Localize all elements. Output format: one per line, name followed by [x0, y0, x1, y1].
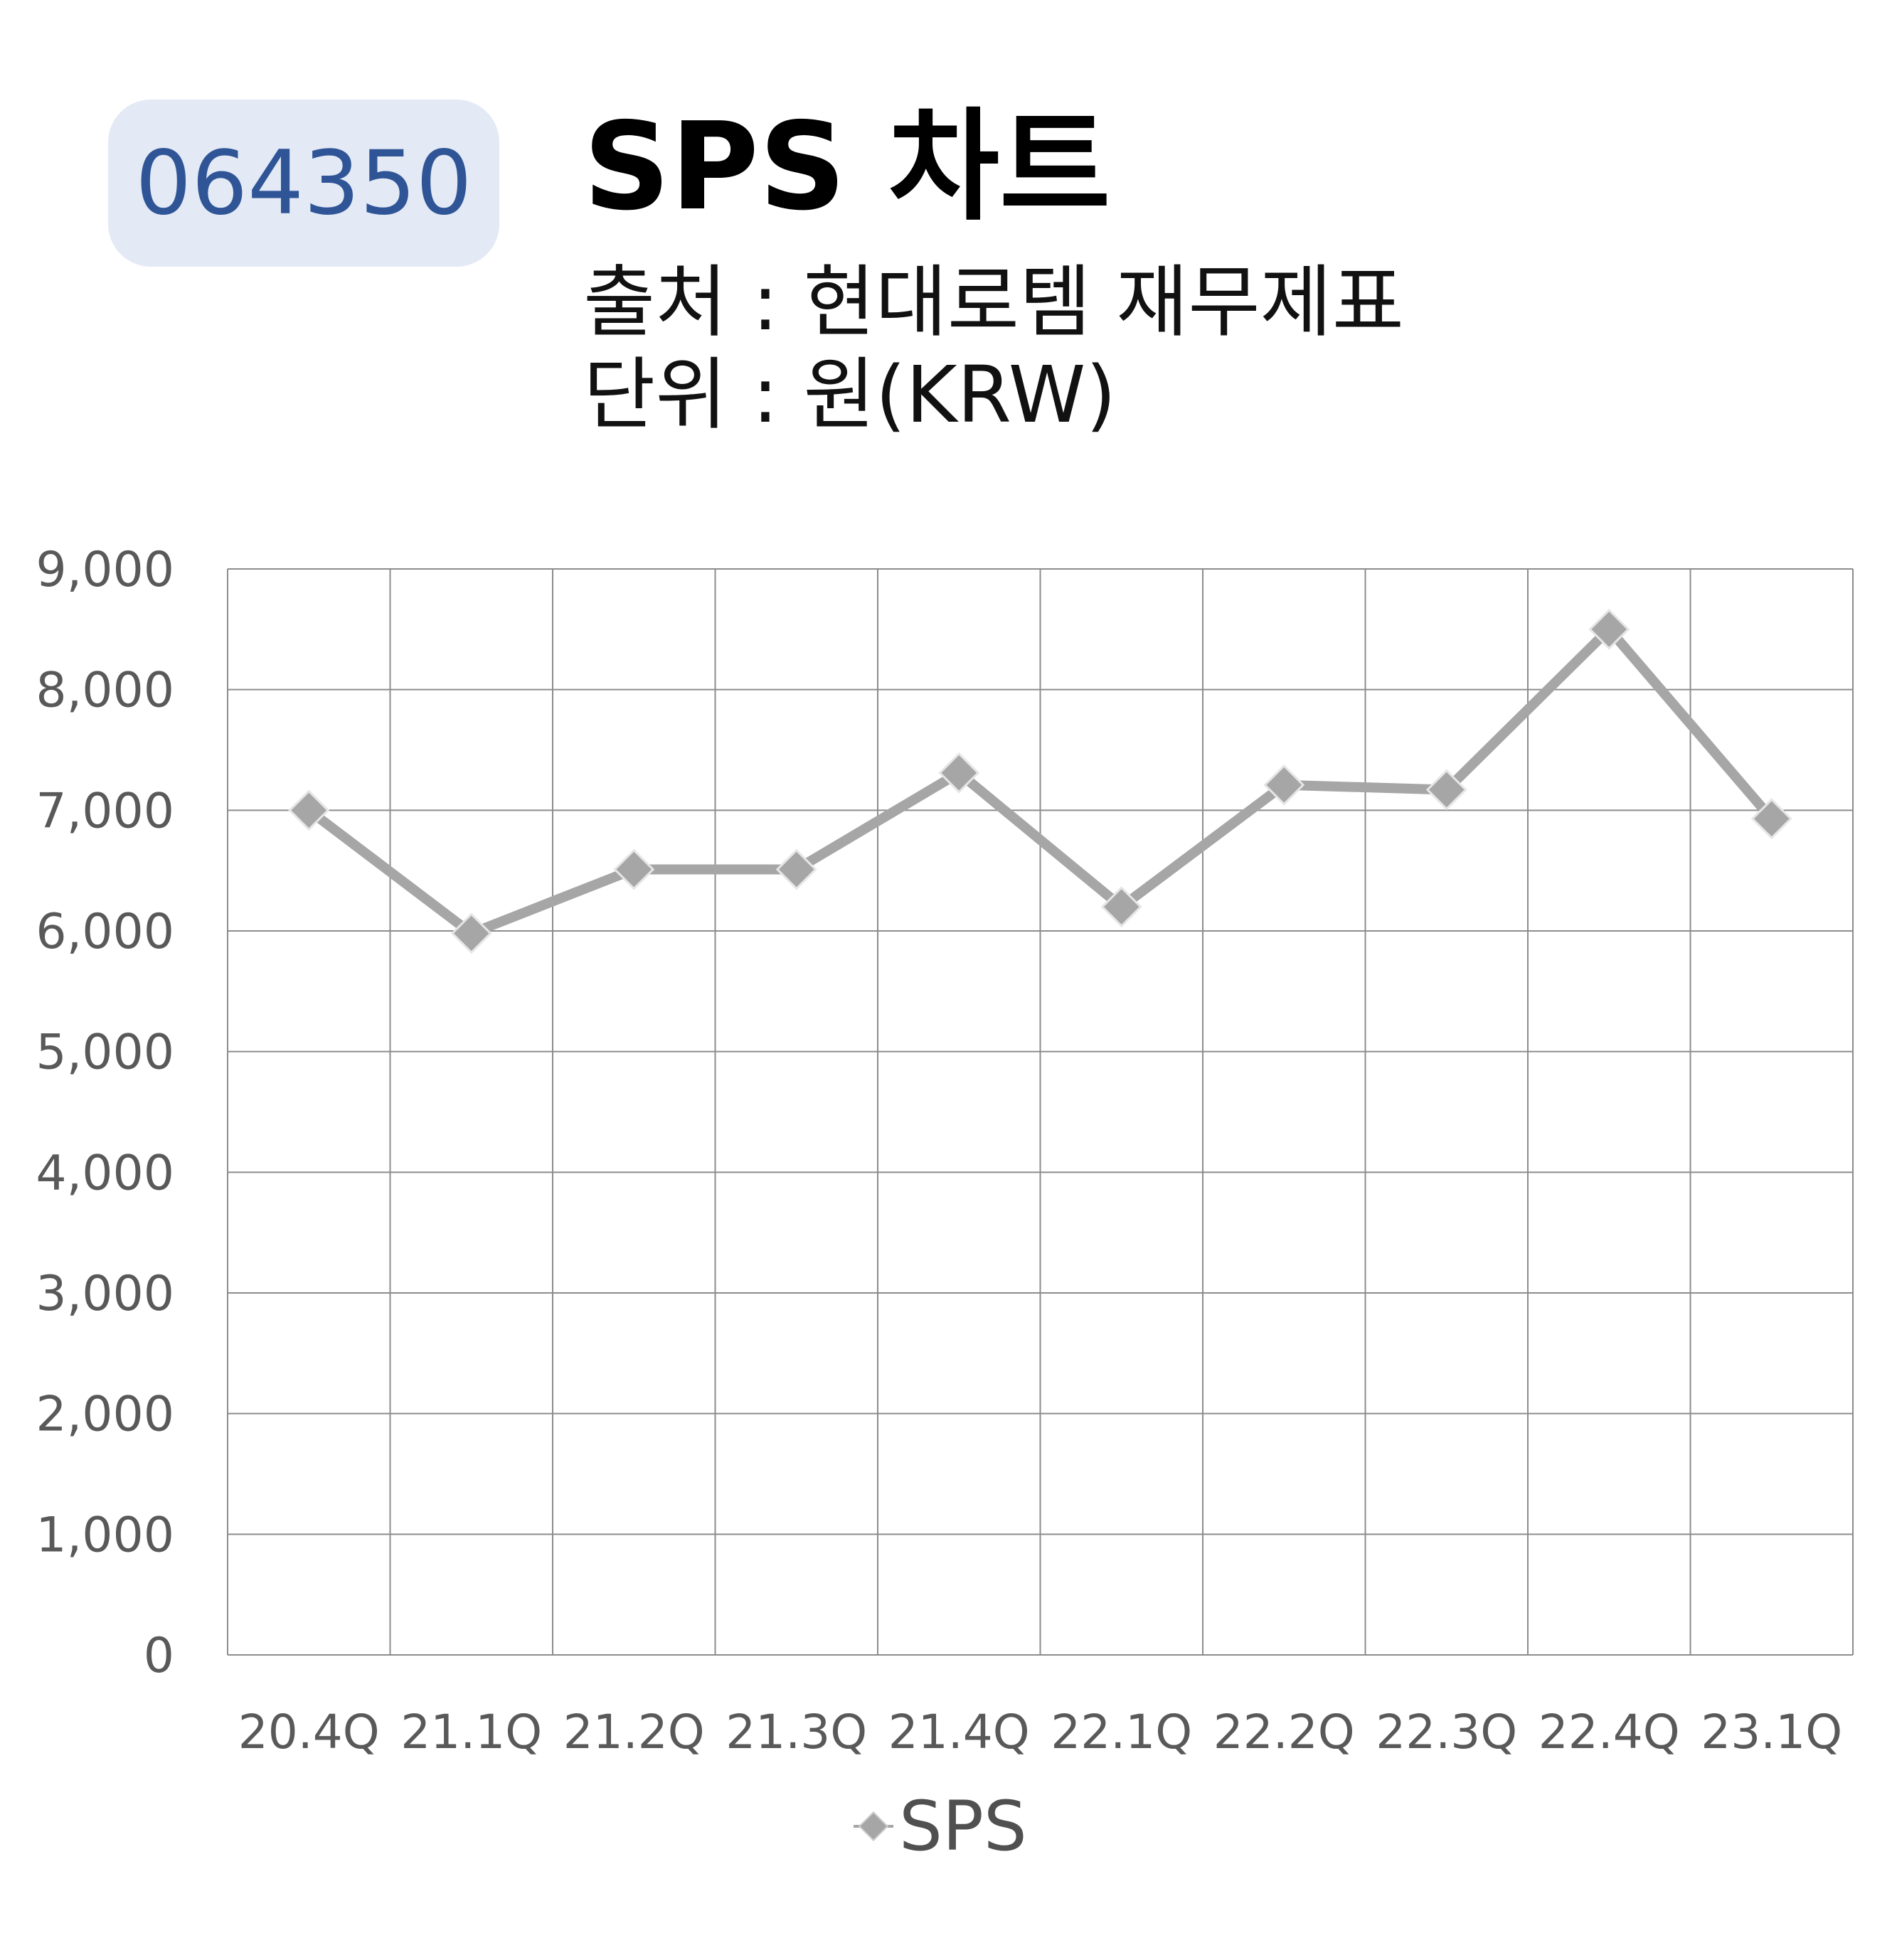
- x-tick-label: 23.1Q: [1701, 1705, 1842, 1759]
- x-tick-label: 22.3Q: [1376, 1705, 1517, 1759]
- chart-legend: SPS: [854, 1792, 1027, 1860]
- ticker-code: 064350: [135, 132, 472, 235]
- legend-diamond-icon: [854, 1811, 893, 1842]
- y-tick-label: 4,000: [36, 1145, 174, 1201]
- y-tick-label: 0: [144, 1628, 174, 1684]
- y-tick-label: 7,000: [36, 783, 174, 839]
- data-point-marker: [450, 912, 492, 954]
- ticker-badge: 064350: [108, 100, 499, 267]
- y-tick-label: 3,000: [36, 1266, 174, 1322]
- grid-lines: [227, 568, 1854, 1656]
- x-axis-ticks: 20.4Q 21.1Q 21.2Q 21.3Q 21.4Q 22.1Q 22.2Q 22.3Q…: [238, 1705, 1842, 1759]
- data-point-marker: [938, 752, 980, 794]
- legend-label-sps: SPS: [899, 1786, 1027, 1866]
- x-tick-label: 21.2Q: [563, 1705, 705, 1759]
- x-tick-label: 21.1Q: [400, 1705, 542, 1759]
- chart-source: 출처 : 현대로템 재무제표: [583, 257, 1404, 348]
- chart-unit: 단위 : 원(KRW): [583, 349, 1117, 440]
- data-point-marker: [1588, 608, 1630, 650]
- data-point-marker: [1263, 764, 1305, 806]
- series-line: [306, 624, 1776, 939]
- data-point-marker: [288, 789, 330, 831]
- data-point-marker: [1750, 798, 1792, 840]
- y-tick-label: 5,000: [36, 1025, 174, 1081]
- x-tick-label: 22.1Q: [1051, 1705, 1192, 1759]
- x-tick-label: 22.2Q: [1213, 1705, 1355, 1759]
- x-tick-label: 20.4Q: [238, 1705, 380, 1759]
- y-tick-label: 8,000: [36, 663, 174, 719]
- x-tick-label: 22.4Q: [1539, 1705, 1680, 1759]
- y-axis-ticks: 0 1,000 2,000 3,000 4,000 5,000 6,000 7,000 8,00…: [36, 542, 174, 1684]
- y-tick-label: 1,000: [36, 1507, 174, 1563]
- y-tick-label: 2,000: [36, 1387, 174, 1443]
- data-point-marker: [1425, 769, 1467, 811]
- y-tick-label: 9,000: [36, 542, 174, 598]
- y-tick-label: 6,000: [36, 904, 174, 960]
- chart-title: SPS 차트: [583, 97, 1111, 238]
- x-tick-label: 21.3Q: [726, 1705, 867, 1759]
- data-point-marker: [775, 848, 817, 890]
- data-point-marker: [613, 848, 655, 890]
- x-tick-label: 21.4Q: [888, 1705, 1030, 1759]
- series-sps: [288, 608, 1792, 954]
- data-point-marker: [1100, 886, 1142, 928]
